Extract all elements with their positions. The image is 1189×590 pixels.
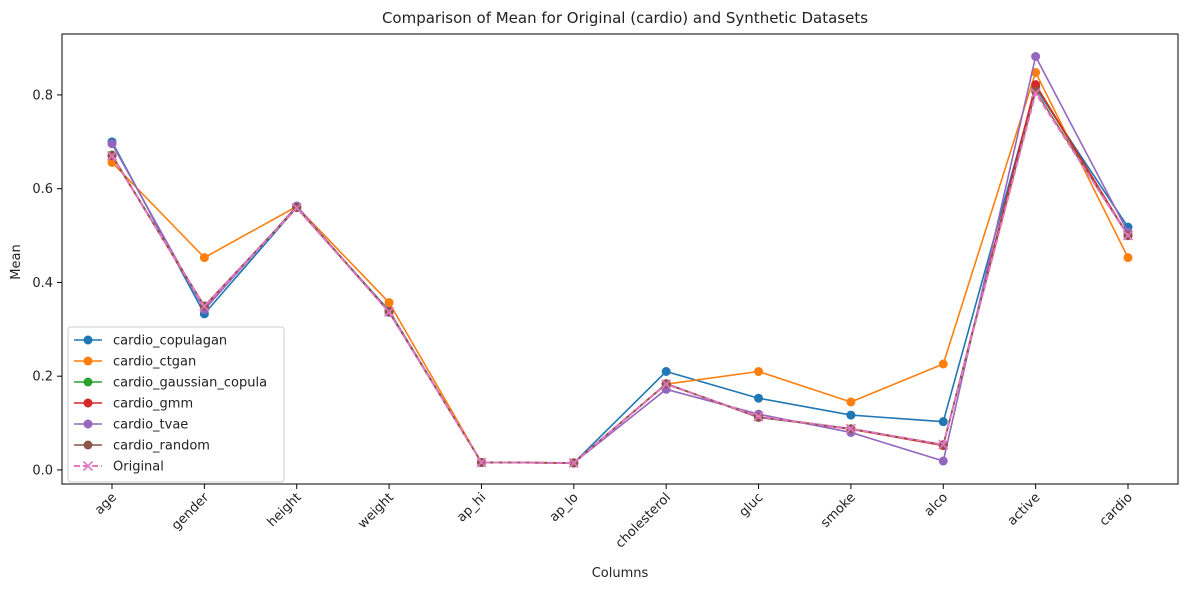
data-point	[107, 139, 117, 149]
marker-stroke	[1122, 230, 1134, 241]
legend-marker	[83, 440, 93, 450]
legend-label: cardio_gmm	[113, 397, 193, 412]
plot-area	[106, 52, 1134, 468]
y-axis-label: Mean	[9, 244, 24, 279]
data-point	[1031, 80, 1041, 90]
legend-marker	[82, 460, 94, 472]
marker-stroke	[106, 150, 118, 161]
x-tick-label: gender	[169, 490, 213, 534]
data-point	[846, 410, 856, 420]
data-point	[1123, 253, 1133, 263]
plot-frame	[61, 33, 1179, 485]
data-point	[1031, 52, 1041, 61]
x-tick-label: smoke	[818, 490, 859, 531]
data-point	[1122, 230, 1134, 241]
marker-stroke	[1030, 87, 1041, 99]
legend-marker	[83, 419, 93, 429]
legend-marker	[83, 377, 93, 387]
data-point	[938, 456, 948, 466]
data-point	[938, 439, 949, 450]
data-point	[754, 367, 764, 376]
data-point	[846, 397, 856, 407]
x-tick-label: alco	[922, 490, 952, 520]
data-point	[291, 202, 302, 213]
data-point	[753, 411, 764, 422]
x-tick-label: weight	[355, 490, 397, 532]
legend-marker	[83, 335, 93, 345]
marker-stroke	[384, 306, 395, 318]
marker-stroke	[938, 439, 949, 450]
legend-marker	[83, 356, 93, 366]
data-point	[106, 150, 118, 161]
data-point	[661, 367, 671, 376]
data-point	[845, 423, 856, 434]
data-point	[661, 379, 672, 390]
data-point	[754, 393, 764, 403]
data-point	[476, 457, 487, 468]
marker-stroke	[661, 379, 672, 390]
data-point	[384, 298, 394, 308]
chart-title: Comparison of Mean for Original (cardio)…	[382, 9, 868, 27]
legend: cardio_copulagan cardio_ctgan cardio_gauss…	[67, 326, 285, 483]
data-point	[1030, 87, 1041, 99]
legend-label: cardio_random	[113, 439, 210, 454]
x-tick-label: gluc	[736, 490, 766, 520]
x-tick-label: cholesterol	[613, 490, 674, 551]
y-tick-label: 0.8	[32, 88, 53, 103]
data-point	[199, 301, 210, 312]
data-point	[938, 417, 948, 427]
marker-stroke	[291, 202, 302, 213]
marker-stroke	[568, 457, 579, 468]
data-point	[384, 306, 395, 318]
data-point	[938, 359, 948, 369]
y-tick-label: 0.2	[32, 370, 53, 385]
legend-label: Original	[113, 460, 164, 475]
data-point	[1031, 67, 1041, 77]
legend-label: cardio_ctgan	[113, 355, 196, 370]
x-tick-label: ap_lo	[547, 490, 582, 525]
legend-box	[67, 326, 285, 483]
x-tick-label: cardio	[1097, 490, 1136, 529]
series-line	[111, 92, 1129, 464]
x-tick-label: age	[92, 490, 120, 518]
data-point	[1031, 86, 1041, 96]
legend-marker	[83, 398, 93, 408]
x-axis-label: Columns	[592, 566, 649, 581]
marker-stroke	[199, 301, 210, 312]
marker-stroke	[753, 411, 764, 422]
data-point	[199, 253, 209, 263]
data-point	[568, 457, 579, 468]
marker-stroke	[845, 423, 856, 434]
legend-label: cardio_gaussian_copula	[113, 376, 267, 391]
y-tick-label: 0.6	[32, 182, 53, 197]
y-tick-label: 0.0	[32, 463, 53, 478]
marker-stroke	[476, 457, 487, 468]
legend-label: cardio_tvae	[113, 418, 188, 433]
legend-label: cardio_copulagan	[113, 334, 227, 349]
x-tick-label: active	[1005, 490, 1044, 529]
x-tick-label: height	[265, 490, 305, 530]
x-tick-label: ap_hi	[454, 490, 489, 525]
y-tick-label: 0.4	[32, 276, 53, 291]
